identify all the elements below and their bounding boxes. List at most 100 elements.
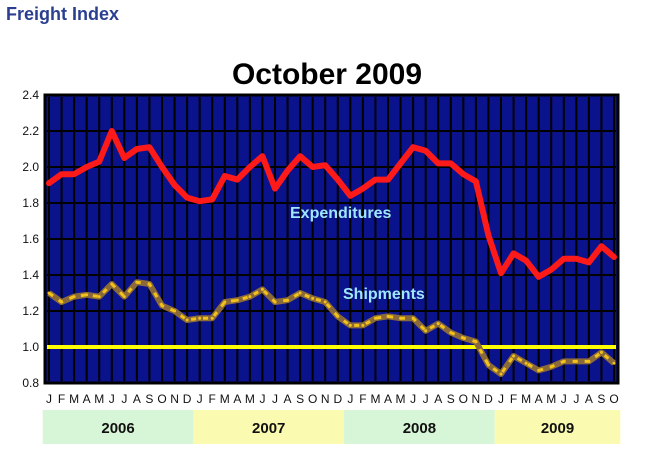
expenditures-point xyxy=(574,257,578,261)
shipments-point xyxy=(286,298,290,302)
shipments-point xyxy=(60,300,64,304)
shipments-point xyxy=(210,316,214,320)
x-tick-label: A xyxy=(535,392,543,406)
y-tick-label: 2.2 xyxy=(22,124,39,138)
x-tick-label: A xyxy=(434,392,442,406)
x-tick-label: S xyxy=(597,392,605,406)
expenditures-point xyxy=(72,172,76,176)
expenditures-point xyxy=(110,129,114,133)
shipments-point xyxy=(72,295,76,299)
shipments-point xyxy=(512,354,516,358)
expenditures-point xyxy=(60,172,64,176)
x-tick-label: S xyxy=(296,392,304,406)
x-tick-label: F xyxy=(359,392,366,406)
shipments-point xyxy=(97,295,101,299)
year-band xyxy=(42,410,194,444)
expenditures-point xyxy=(373,178,377,182)
expenditures-point xyxy=(411,145,415,149)
expenditures-point xyxy=(273,187,277,191)
expenditures-point xyxy=(235,178,239,182)
expenditures-point xyxy=(612,255,616,259)
year-label: 2006 xyxy=(101,420,134,437)
x-tick-label: J xyxy=(561,392,567,406)
expenditures-series-label: Expenditures xyxy=(290,205,391,222)
x-tick-label: D xyxy=(333,392,342,406)
x-tick-label: J xyxy=(423,392,429,406)
expenditures-point xyxy=(173,183,177,187)
x-tick-label: D xyxy=(484,392,493,406)
x-tick-label: O xyxy=(459,392,468,406)
expenditures-point xyxy=(424,149,428,153)
x-tick-label: M xyxy=(370,392,380,406)
shipments-point xyxy=(461,336,465,340)
year-label: 2009 xyxy=(541,420,574,437)
shipments-point xyxy=(524,361,528,365)
expenditures-point xyxy=(524,259,528,263)
shipments-point xyxy=(373,316,377,320)
y-tick-label: 2.0 xyxy=(22,160,39,174)
x-tick-label: M xyxy=(396,392,406,406)
shipments-point xyxy=(361,323,365,327)
shipments-point xyxy=(185,318,189,322)
shipments-point xyxy=(537,368,541,372)
shipments-series-label: Shipments xyxy=(343,286,425,303)
shipments-point xyxy=(436,322,440,326)
y-tick-label: 2.4 xyxy=(22,88,39,102)
x-tick-label: A xyxy=(133,392,141,406)
shipments-point xyxy=(499,372,503,376)
expenditures-point xyxy=(248,165,252,169)
shipments-point xyxy=(424,329,428,333)
expenditures-point xyxy=(399,161,403,165)
shipments-point xyxy=(386,314,390,318)
expenditures-point xyxy=(499,271,503,275)
x-tick-label: A xyxy=(585,392,593,406)
expenditures-point xyxy=(549,268,553,272)
x-tick-label: N xyxy=(472,392,481,406)
shipments-point xyxy=(135,280,139,284)
x-tick-label: N xyxy=(321,392,330,406)
shipments-point xyxy=(612,361,616,365)
shipments-point xyxy=(260,287,264,291)
shipments-point xyxy=(122,295,126,299)
shipments-point xyxy=(248,295,252,299)
shipments-point xyxy=(85,293,89,297)
expenditures-point xyxy=(47,181,51,185)
x-tick-label: A xyxy=(83,392,91,406)
x-tick-label: A xyxy=(284,392,292,406)
header-title: Freight Index xyxy=(6,4,120,24)
shipments-point xyxy=(399,316,403,320)
shipments-point xyxy=(110,282,114,286)
axes: 2.42.22.01.81.61.41.21.00.8J F M A M J J A S O N D J… xyxy=(22,88,621,444)
x-tick-label: M xyxy=(220,392,230,406)
expenditures-point xyxy=(361,187,365,191)
expenditures-point xyxy=(85,165,89,169)
y-tick-label: 0.8 xyxy=(22,376,39,390)
shipments-point xyxy=(562,359,566,363)
shipments-point xyxy=(336,314,340,318)
shipments-point xyxy=(449,331,453,335)
expenditures-point xyxy=(512,251,516,255)
expenditures-point xyxy=(599,244,603,248)
year-band xyxy=(193,410,345,444)
x-tick-label: M xyxy=(94,392,104,406)
shipments-point xyxy=(160,304,164,308)
y-tick-label: 1.2 xyxy=(22,304,39,318)
expenditures-point xyxy=(135,147,139,151)
expenditures-point xyxy=(122,156,126,160)
y-tick-label: 1.4 xyxy=(22,268,39,282)
x-tick-label: J xyxy=(259,392,265,406)
expenditures-point xyxy=(223,174,227,178)
expenditures-point xyxy=(486,233,490,237)
x-tick-label: A xyxy=(233,392,241,406)
x-tick-label: M xyxy=(521,392,531,406)
x-tick-label: D xyxy=(183,392,192,406)
expenditures-point xyxy=(286,169,290,173)
shipments-point xyxy=(147,282,151,286)
shipments-point xyxy=(574,359,578,363)
shipments-point xyxy=(47,291,51,295)
y-tick-label: 1.8 xyxy=(22,196,39,210)
shipments-point xyxy=(311,296,315,300)
x-tick-label: O xyxy=(157,392,166,406)
expenditures-point xyxy=(587,260,591,264)
x-tick-label: O xyxy=(609,392,618,406)
